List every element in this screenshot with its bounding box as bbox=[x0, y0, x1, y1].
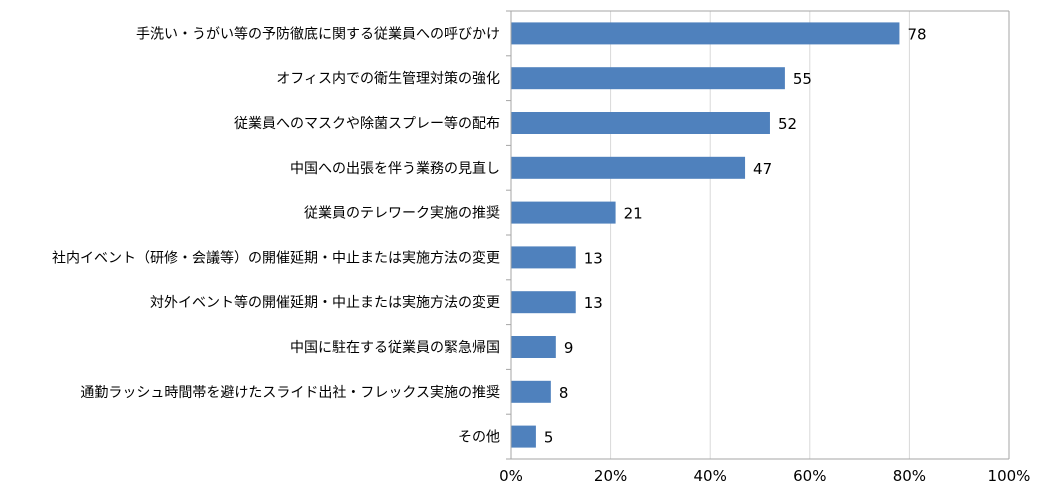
value-label: 8 bbox=[559, 384, 569, 402]
category-label: 社内イベント（研修・会議等）の開催延期・中止または実施方法の変更 bbox=[52, 249, 500, 266]
value-label: 13 bbox=[584, 294, 603, 312]
category-label: その他 bbox=[458, 430, 500, 446]
category-label: 従業員へのマスクや除菌スプレー等の配布 bbox=[234, 115, 500, 132]
bar bbox=[511, 291, 576, 314]
category-label: 中国に駐在する従業員の緊急帰国 bbox=[290, 339, 500, 356]
value-label: 55 bbox=[793, 70, 812, 88]
bar bbox=[511, 67, 785, 90]
value-labels: 78 55 52 47 21 13 13 9 8 5 bbox=[544, 25, 927, 446]
bar bbox=[511, 380, 551, 403]
x-tick-label: 60% bbox=[793, 467, 826, 485]
bar bbox=[511, 156, 746, 179]
category-labels: 手洗い・うがい等の予防徹底に関する従業員への呼びかけオフィス内での衛生管理対策の… bbox=[52, 25, 500, 445]
bar bbox=[511, 425, 536, 448]
value-label: 21 bbox=[624, 205, 643, 223]
x-tick-label: 40% bbox=[694, 467, 727, 485]
value-label: 13 bbox=[584, 249, 603, 267]
x-tick-label: 20% bbox=[594, 467, 627, 485]
x-tick-label: 100% bbox=[988, 467, 1031, 485]
x-tick-labels: 0% 20% 40% 60% 80% 100% bbox=[499, 467, 1030, 485]
category-label: 従業員のテレワーク実施の推奨 bbox=[304, 206, 500, 222]
axes bbox=[506, 10, 1009, 460]
value-label: 5 bbox=[544, 429, 554, 447]
category-label: 通勤ラッシュ時間帯を避けたスライド出社・フレックス実施の推奨 bbox=[80, 385, 500, 401]
value-label: 9 bbox=[564, 339, 574, 357]
bar bbox=[511, 112, 770, 134]
category-label: 対外イベント等の開催延期・中止または実施方法の変更 bbox=[150, 294, 500, 311]
category-label: 手洗い・うがい等の予防徹底に関する従業員への呼びかけ bbox=[136, 25, 500, 42]
category-label: 中国への出張を伴う業務の見直し bbox=[290, 160, 500, 177]
value-label: 47 bbox=[753, 160, 772, 178]
x-tick-label: 0% bbox=[499, 467, 523, 485]
value-label: 78 bbox=[907, 25, 926, 43]
bars bbox=[511, 22, 900, 448]
x-tick-label: 80% bbox=[893, 467, 926, 485]
bar bbox=[511, 201, 616, 224]
bar bbox=[511, 246, 576, 269]
bar bbox=[511, 336, 556, 358]
category-label: オフィス内での衛生管理対策の強化 bbox=[276, 70, 500, 87]
bar bbox=[511, 22, 900, 45]
value-label: 52 bbox=[778, 115, 797, 133]
